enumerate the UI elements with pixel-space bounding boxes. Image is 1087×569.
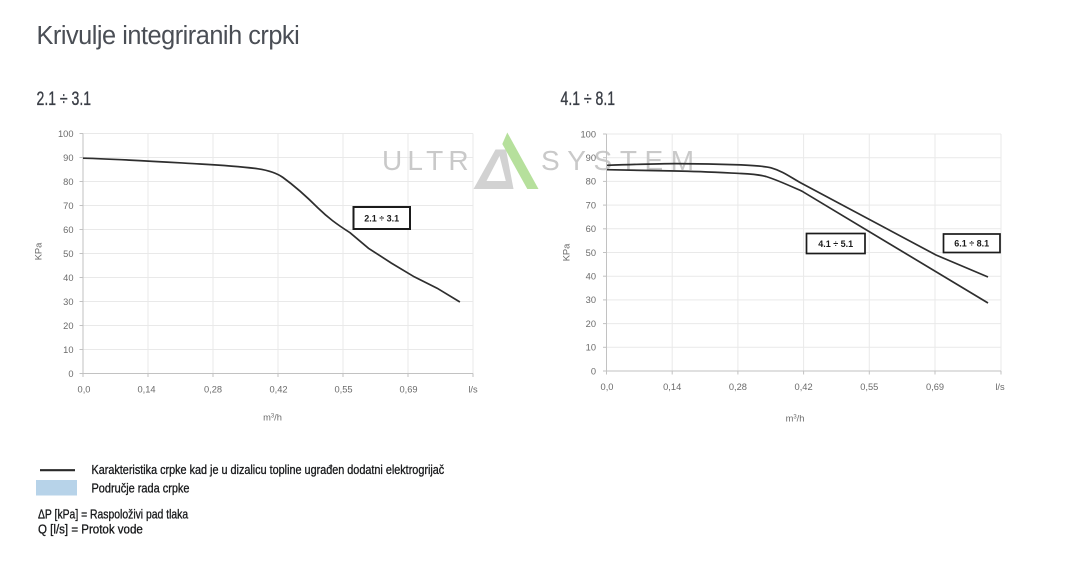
svg-text:80: 80 <box>63 177 73 187</box>
svg-text:60: 60 <box>63 225 73 235</box>
svg-text:0: 0 <box>68 369 73 379</box>
svg-text:2.1 ÷ 3.1: 2.1 ÷ 3.1 <box>37 88 92 110</box>
svg-text:0,14: 0,14 <box>137 385 155 395</box>
svg-text:0,28: 0,28 <box>729 382 747 392</box>
svg-text:10: 10 <box>63 345 73 355</box>
svg-text:70: 70 <box>586 200 596 210</box>
svg-text:0,0: 0,0 <box>601 382 614 392</box>
svg-text:0,14: 0,14 <box>663 382 681 392</box>
svg-text:90: 90 <box>63 153 73 163</box>
svg-text:0,55: 0,55 <box>334 385 352 395</box>
svg-text:4.1 ÷ 8.1: 4.1 ÷ 8.1 <box>561 88 616 110</box>
svg-text:Q [l/s] = Protok vode: Q [l/s] = Protok vode <box>38 522 143 537</box>
svg-text:10: 10 <box>586 343 596 353</box>
svg-text:0,69: 0,69 <box>399 385 417 395</box>
svg-text:Karakteristika crpke kad je u: Karakteristika crpke kad je u dizalicu t… <box>92 463 445 477</box>
svg-text:60: 60 <box>586 224 596 234</box>
svg-text:KPa: KPa <box>562 243 572 261</box>
svg-text:Područje rada crpke: Područje rada crpke <box>92 482 190 496</box>
svg-text:6.1 ÷ 8.1: 6.1 ÷ 8.1 <box>954 239 989 249</box>
svg-text:0,28: 0,28 <box>204 385 222 395</box>
svg-text:20: 20 <box>586 319 596 329</box>
svg-text:30: 30 <box>586 295 596 305</box>
svg-text:ΔP [kPa] = Raspoloživi pad tla: ΔP [kPa] = Raspoloživi pad tlaka <box>38 509 189 522</box>
svg-text:KPa: KPa <box>34 242 44 260</box>
svg-text:0,42: 0,42 <box>269 385 287 395</box>
svg-text:0,0: 0,0 <box>78 385 91 395</box>
svg-text:l/s: l/s <box>468 385 478 395</box>
svg-text:0,55: 0,55 <box>860 382 878 392</box>
svg-text:50: 50 <box>63 249 73 259</box>
svg-text:m3/h: m3/h <box>263 413 282 423</box>
svg-text:70: 70 <box>63 201 73 211</box>
svg-text:0,42: 0,42 <box>795 382 813 392</box>
svg-text:ULTR: ULTR <box>382 145 474 176</box>
svg-text:50: 50 <box>586 248 596 258</box>
svg-text:100: 100 <box>580 129 596 139</box>
svg-text:40: 40 <box>586 272 596 282</box>
svg-text:m3/h: m3/h <box>786 414 805 424</box>
svg-text:0,69: 0,69 <box>926 382 944 392</box>
svg-text:20: 20 <box>63 321 73 331</box>
svg-text:4.1 ÷ 5.1: 4.1 ÷ 5.1 <box>818 239 853 249</box>
svg-text:2.1 ÷ 3.1: 2.1 ÷ 3.1 <box>364 214 399 224</box>
svg-text:90: 90 <box>586 153 596 163</box>
svg-text:100: 100 <box>58 129 74 139</box>
svg-text:80: 80 <box>586 177 596 187</box>
svg-text:40: 40 <box>63 273 73 283</box>
svg-text:0: 0 <box>591 366 596 376</box>
svg-text:Krivulje integriranih crpki: Krivulje integriranih crpki <box>37 22 300 50</box>
svg-text:30: 30 <box>63 297 73 307</box>
svg-text:l/s: l/s <box>995 382 1005 392</box>
